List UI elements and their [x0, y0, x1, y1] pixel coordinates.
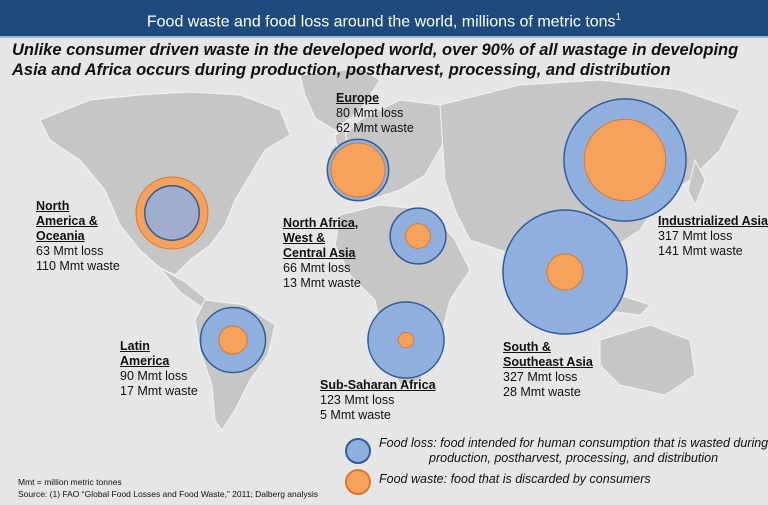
loss-text: 66 Mmt loss — [283, 261, 351, 275]
australia — [599, 324, 696, 396]
region-label-south-asia: South & Southeast Asia 327 Mmt loss 28 Mmt … — [503, 340, 593, 400]
waste-text: 28 Mmt waste — [503, 385, 581, 399]
region-name-line: Sub-Saharan Africa — [320, 378, 436, 392]
loss-text: 327 Mmt loss — [503, 370, 578, 384]
legend-waste-text: Food waste: food that is discarded by co… — [379, 472, 651, 486]
region-label-north-america: North America & Oceania 63 Mmt loss 110 Mmt … — [36, 199, 120, 274]
region-label-industrialized-asia: Industrialized Asia 317 Mmt loss 141 Mmt w… — [658, 214, 768, 259]
region-name: Latin America — [120, 339, 198, 369]
north-africa-waste-bubble — [405, 223, 431, 249]
europe-waste-bubble — [330, 142, 386, 198]
waste-text: 141 Mmt waste — [658, 244, 743, 258]
footnote-marker: 1 — [615, 12, 622, 23]
region-name: Industrialized Asia — [658, 214, 768, 229]
loss-text: 123 Mmt loss — [320, 393, 395, 407]
region-name-line: Latin — [120, 339, 150, 353]
region-name-line: Oceania — [36, 229, 85, 243]
region-name-line: North Africa, — [283, 216, 359, 230]
region-name: South & Southeast Asia — [503, 340, 593, 370]
region-name-line: Southeast Asia — [503, 355, 593, 369]
region-name: Sub-Saharan Africa — [320, 378, 436, 393]
region-label-latin-america: Latin America 90 Mmt loss 17 Mmt waste — [120, 339, 198, 399]
region-name: North Africa, West & Central Asia — [283, 216, 361, 261]
page-title: Food waste and food loss around the worl… — [146, 13, 616, 31]
japan — [687, 158, 706, 207]
region-label-sub-saharan-africa: Sub-Saharan Africa 123 Mmt loss 5 Mmt wast… — [320, 378, 436, 423]
waste-text: 62 Mmt waste — [336, 121, 414, 135]
food-loss-swatch — [345, 438, 371, 464]
region-name-line: North — [36, 199, 70, 213]
source-note: Source: (1) FAO “Global Food Losses and … — [18, 489, 319, 499]
region-name-line: West & — [283, 231, 326, 245]
loss-text: 90 Mmt loss — [120, 369, 188, 383]
region-label-europe: Europe 80 Mmt loss 62 Mmt waste — [336, 91, 414, 136]
region-label-north-africa: North Africa, West & Central Asia 66 Mmt lo… — [283, 216, 361, 291]
legend-food-waste: Food waste: food that is discarded by co… — [345, 469, 651, 495]
legend-loss-line1: Food loss: food intended for human consu… — [379, 436, 768, 450]
region-name-line: Industrialized Asia — [658, 214, 768, 228]
legend-food-loss: Food loss: food intended for human consu… — [345, 436, 768, 466]
subtitle: Unlike consumer driven waste in the deve… — [12, 41, 739, 79]
footnote-unit: Mmt = million metric tonnes — [18, 477, 122, 487]
legend-loss-line2: production, postharvest, processing, and… — [429, 451, 719, 465]
footer: Mmt = million metric tonnes Source: (1) … — [18, 476, 318, 500]
region-name-line: South & — [503, 340, 551, 354]
waste-text: 110 Mmt waste — [36, 259, 120, 273]
food-waste-swatch — [345, 469, 371, 495]
latin-america-waste-bubble — [218, 325, 248, 355]
bubbles — [135, 98, 687, 379]
region-name-line: Europe — [336, 91, 380, 105]
north-america-loss-bubble — [144, 185, 200, 241]
greenland — [299, 67, 381, 131]
region-name: Europe — [336, 91, 414, 106]
sub-saharan-africa-waste-bubble — [397, 331, 415, 349]
header-bar: Food waste and food loss around the worl… — [0, 0, 768, 38]
region-name-line: Central Asia — [283, 246, 356, 260]
loss-text: 63 Mmt loss — [36, 244, 104, 258]
region-name-line: America — [120, 354, 170, 368]
loss-text: 317 Mmt loss — [658, 229, 733, 243]
waste-text: 13 Mmt waste — [283, 276, 361, 290]
waste-text: 5 Mmt waste — [320, 408, 391, 422]
waste-text: 17 Mmt waste — [120, 384, 198, 398]
region-name-line: America & — [36, 214, 98, 228]
south-asia-waste-bubble — [546, 253, 584, 291]
loss-text: 80 Mmt loss — [336, 106, 404, 120]
region-name: North America & Oceania — [36, 199, 120, 244]
industrialized-asia-waste-bubble — [583, 118, 667, 202]
